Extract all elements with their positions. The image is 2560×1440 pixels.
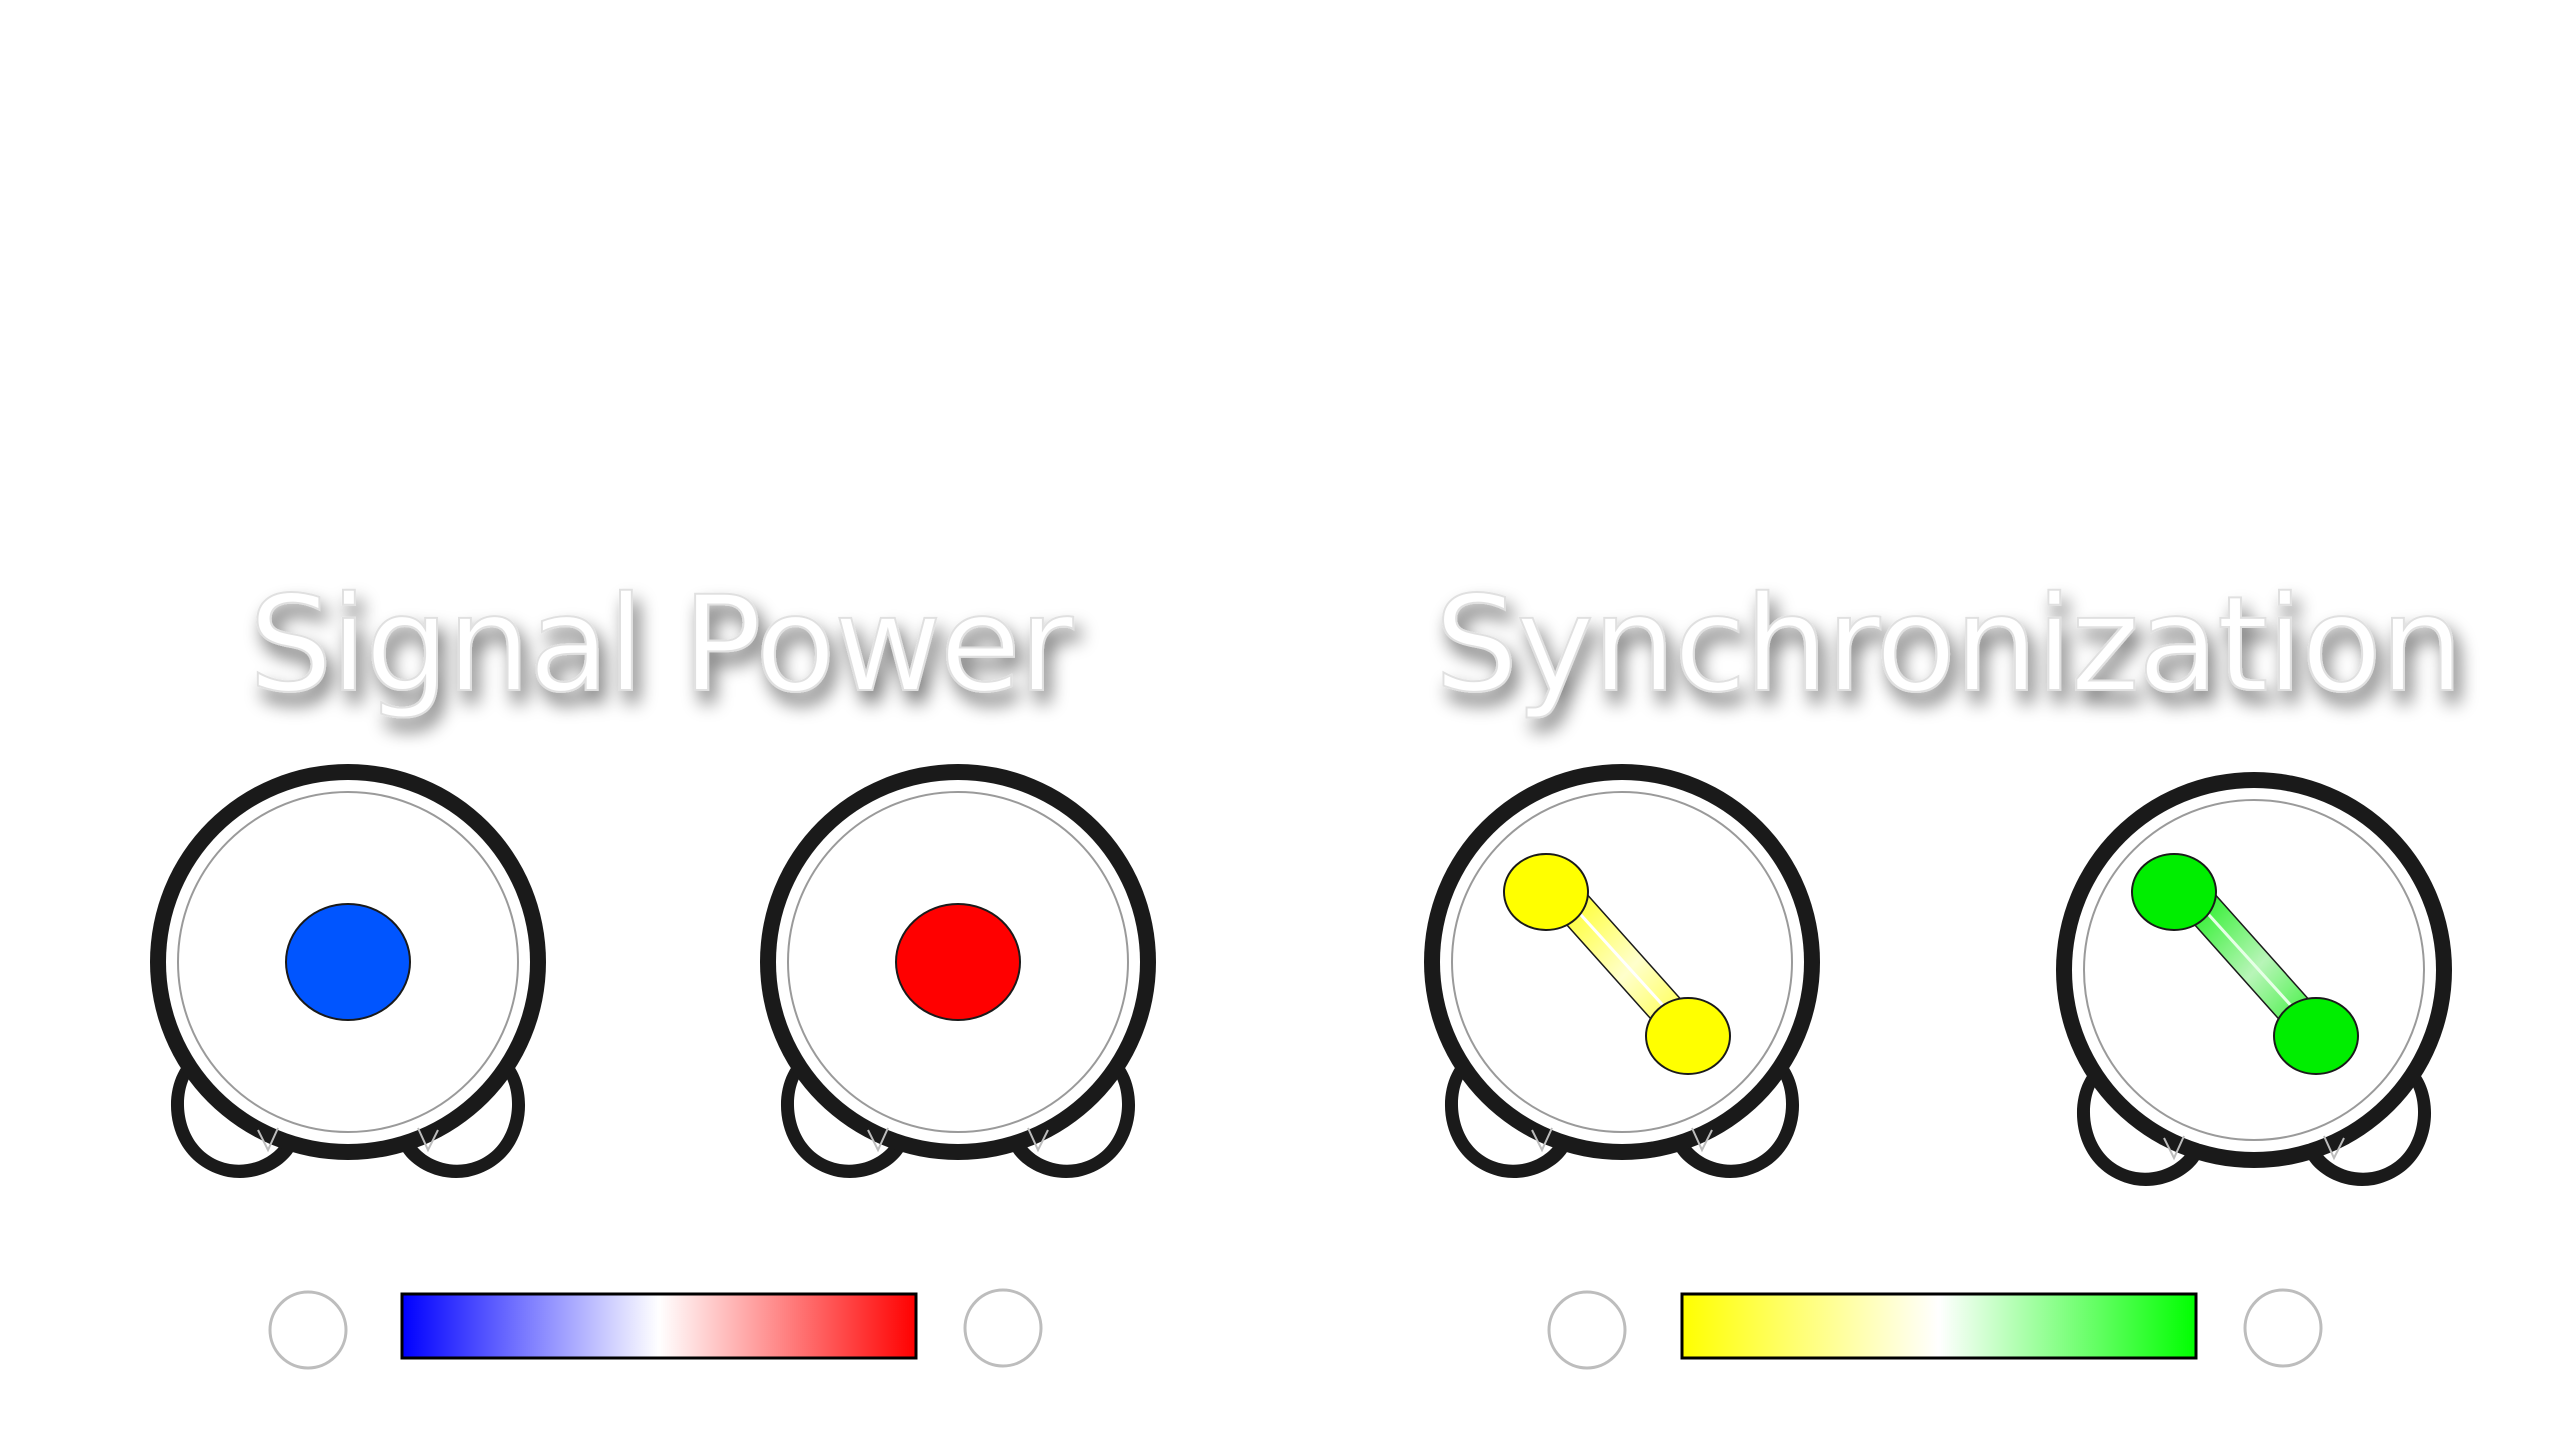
power-scale-max-marker [963, 1288, 1043, 1368]
signal-power-title: Signal Power [249, 568, 1074, 722]
sync-node-yellow-2 [1645, 997, 1731, 1075]
sync-colorbar-group [1547, 1288, 2323, 1370]
sync-node-green-2 [2273, 997, 2359, 1075]
sync-scale-max-marker [2243, 1288, 2323, 1368]
power-dot-blue [285, 903, 411, 1021]
sync-node-green-1 [2131, 853, 2217, 931]
signal-power-panel: Signal Power [149, 567, 1157, 1370]
power-dot-red [895, 903, 1021, 1021]
power-scale-min-marker [268, 1290, 348, 1370]
head-sync-green [2055, 771, 2453, 1187]
synchronization-panel: Synchronization [1423, 567, 2465, 1370]
synchronization-title: Synchronization [1434, 568, 2461, 722]
sync-scale-min-marker [1547, 1290, 1627, 1370]
sync-colorbar [1680, 1292, 2198, 1360]
sync-node-yellow-1 [1503, 853, 1589, 931]
head-sync-yellow [1423, 763, 1821, 1179]
head-power-red [759, 763, 1157, 1179]
head-power-blue [149, 763, 547, 1179]
power-colorbar-group [268, 1288, 1043, 1370]
power-colorbar [400, 1292, 918, 1360]
